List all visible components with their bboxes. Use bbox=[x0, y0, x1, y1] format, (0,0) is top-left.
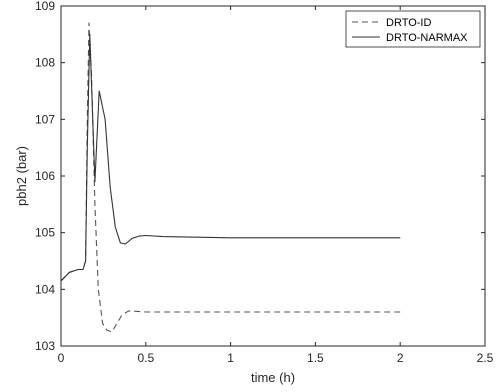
y-axis-label: pbh2 (bar) bbox=[14, 146, 29, 206]
series-line-1 bbox=[60, 22, 401, 333]
legend: DRTO-ID DRTO-NARMAX bbox=[345, 10, 481, 48]
legend-label-1: DRTO-ID bbox=[386, 17, 431, 29]
y-tick-label: 103 bbox=[35, 339, 55, 353]
y-tick-label: 105 bbox=[35, 226, 55, 240]
y-tick-label: 109 bbox=[35, 0, 55, 13]
x-tick-label: 2 bbox=[397, 351, 404, 365]
x-tick-label: 0 bbox=[58, 351, 65, 365]
axes-box bbox=[60, 5, 486, 347]
y-tick-label: 106 bbox=[35, 169, 55, 183]
axes: 0 0.5 1 1.5 2 2.5 103 104 105 106 107 108 109 bbox=[35, 0, 494, 365]
legend-box bbox=[345, 10, 481, 48]
plot-area bbox=[60, 22, 401, 333]
y-tick-label: 108 bbox=[35, 56, 55, 70]
legend-label-2: DRTO-NARMAX bbox=[386, 32, 468, 44]
x-tick-label: 1 bbox=[227, 351, 234, 365]
series-line-2 bbox=[60, 33, 401, 282]
x-axis-label: time (h) bbox=[251, 370, 295, 385]
x-tick-label: 2.5 bbox=[477, 351, 494, 365]
y-tick-label: 107 bbox=[35, 112, 55, 126]
x-tick-label: 1.5 bbox=[307, 351, 324, 365]
x-tick-label: 0.5 bbox=[137, 351, 154, 365]
y-tick-label: 104 bbox=[35, 282, 55, 296]
